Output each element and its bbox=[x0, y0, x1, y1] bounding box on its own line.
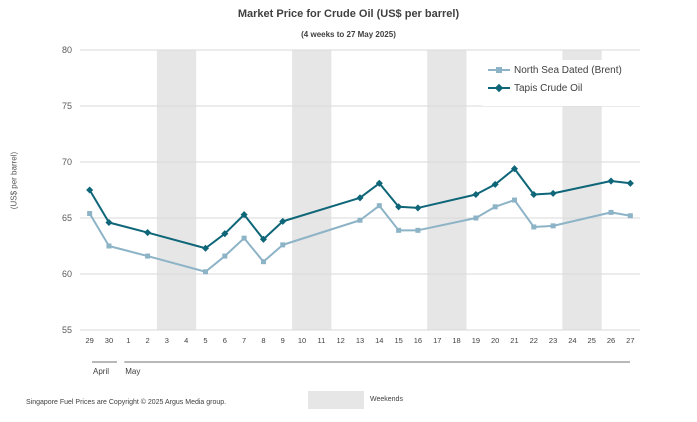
data-point-tapis bbox=[414, 204, 422, 212]
weekends-label: Weekends bbox=[370, 396, 403, 403]
x-tick-label: 25 bbox=[588, 336, 596, 345]
weekend-band-1 bbox=[292, 50, 332, 330]
y-tick-label: 70 bbox=[62, 157, 72, 167]
x-tick-label: 15 bbox=[394, 336, 402, 345]
data-point-tapis bbox=[491, 180, 499, 188]
data-point-brent bbox=[550, 223, 556, 229]
data-point-brent bbox=[145, 253, 151, 259]
data-point-brent bbox=[222, 253, 228, 259]
legend-label-brent: North Sea Dated (Brent) bbox=[514, 64, 622, 76]
weekends-swatch bbox=[308, 391, 364, 409]
data-point-tapis bbox=[279, 217, 287, 225]
x-tick-label: 2 bbox=[146, 336, 150, 345]
legend-tapis-swatch bbox=[488, 83, 510, 93]
legend-brent-swatch bbox=[488, 67, 510, 73]
data-point-tapis bbox=[105, 218, 113, 227]
x-tick-label: 1 bbox=[126, 336, 130, 345]
data-point-tapis bbox=[607, 177, 615, 185]
legend-item-tapis: Tapis Crude Oil bbox=[488, 81, 582, 95]
x-tick-label: 16 bbox=[414, 336, 422, 345]
weekend-band-2 bbox=[427, 50, 467, 330]
data-point-brent bbox=[260, 259, 266, 265]
x-tick-label: 30 bbox=[105, 336, 113, 345]
x-tick-label: 23 bbox=[549, 336, 557, 345]
y-tick-label: 55 bbox=[62, 325, 72, 335]
x-tick-labels: 29 30 1 2 3 4 5 6 7 8 9 10 11 12 13 14 15 16 17 18 19 20 21 22 2… bbox=[85, 336, 634, 345]
x-tick-label: 20 bbox=[491, 336, 499, 345]
data-point-brent bbox=[357, 217, 363, 223]
x-tick-label: 8 bbox=[261, 336, 265, 345]
month-label-april: April bbox=[93, 367, 109, 376]
x-tick-label: 29 bbox=[85, 336, 93, 345]
x-tick-label: 24 bbox=[568, 336, 576, 345]
x-tick-label: 12 bbox=[337, 336, 345, 345]
x-tick-label: 27 bbox=[626, 336, 634, 345]
data-point-brent bbox=[492, 204, 498, 210]
data-point-tapis bbox=[375, 179, 383, 187]
data-point-brent bbox=[627, 213, 633, 219]
x-tick-label: 26 bbox=[607, 336, 615, 345]
data-point-tapis bbox=[549, 189, 557, 197]
month-label-may: May bbox=[125, 367, 140, 376]
data-point-brent bbox=[531, 224, 537, 230]
y-tick-label: 60 bbox=[62, 269, 72, 279]
series-lines bbox=[86, 165, 634, 275]
legend: North Sea Dated (Brent) Tapis Crude Oil bbox=[482, 60, 642, 106]
data-point-brent bbox=[396, 227, 402, 233]
data-point-brent bbox=[473, 215, 479, 221]
data-point-tapis bbox=[626, 179, 634, 187]
x-tick-label: 21 bbox=[510, 336, 518, 345]
data-point-brent bbox=[280, 242, 286, 248]
data-point-tapis bbox=[221, 230, 229, 238]
x-tick-label: 13 bbox=[356, 336, 364, 345]
y-tick-label: 75 bbox=[62, 101, 72, 111]
data-point-tapis bbox=[259, 235, 267, 243]
legend-item-brent: North Sea Dated (Brent) bbox=[488, 63, 622, 77]
data-point-tapis bbox=[395, 203, 403, 211]
x-tick-label: 17 bbox=[433, 336, 441, 345]
data-point-brent bbox=[511, 197, 517, 203]
y-tick-labels: 55 60 65 70 75 80 bbox=[62, 45, 72, 335]
data-point-tapis bbox=[86, 186, 94, 194]
y-tick-label: 80 bbox=[62, 45, 72, 55]
diamond-marker-icon bbox=[494, 83, 504, 93]
x-tick-label: 18 bbox=[452, 336, 460, 345]
x-tick-label: 14 bbox=[375, 336, 383, 345]
x-tick-label: 4 bbox=[184, 336, 188, 345]
data-point-tapis bbox=[472, 190, 480, 199]
x-tick-label: 11 bbox=[317, 336, 325, 345]
data-point-tapis bbox=[530, 190, 538, 199]
data-point-brent bbox=[106, 243, 112, 249]
legend-label-tapis: Tapis Crude Oil bbox=[514, 82, 583, 94]
x-tick-label: 9 bbox=[281, 336, 285, 345]
data-point-brent bbox=[376, 203, 382, 209]
square-marker-icon bbox=[496, 67, 502, 73]
x-tick-label: 10 bbox=[298, 336, 306, 345]
data-point-brent bbox=[415, 227, 421, 233]
data-point-brent bbox=[203, 269, 209, 275]
y-tick-label: 65 bbox=[62, 213, 72, 223]
x-tick-label: 19 bbox=[472, 336, 480, 345]
chart-title: Market Price for Crude Oil (US$ per barr… bbox=[237, 8, 460, 20]
x-tick-label: 5 bbox=[203, 336, 207, 345]
data-point-tapis bbox=[356, 194, 364, 202]
data-point-brent bbox=[241, 235, 247, 241]
data-point-tapis bbox=[144, 229, 152, 237]
x-tick-label: 3 bbox=[165, 336, 169, 345]
x-tick-label: 6 bbox=[223, 336, 227, 345]
x-tick-label: 7 bbox=[242, 336, 246, 345]
data-point-brent bbox=[608, 209, 614, 215]
x-tick-label: 22 bbox=[530, 336, 538, 345]
month-labels: April May bbox=[92, 361, 630, 376]
data-point-tapis bbox=[240, 211, 248, 219]
weekend-band-0 bbox=[156, 50, 197, 330]
copyright-note: Singapore Fuel Prices are Copyright © 20… bbox=[26, 399, 227, 406]
data-point-brent bbox=[87, 211, 93, 217]
chart-subtitle: (4 weeks to 27 May 2025) bbox=[301, 30, 396, 39]
data-point-tapis bbox=[201, 244, 210, 252]
